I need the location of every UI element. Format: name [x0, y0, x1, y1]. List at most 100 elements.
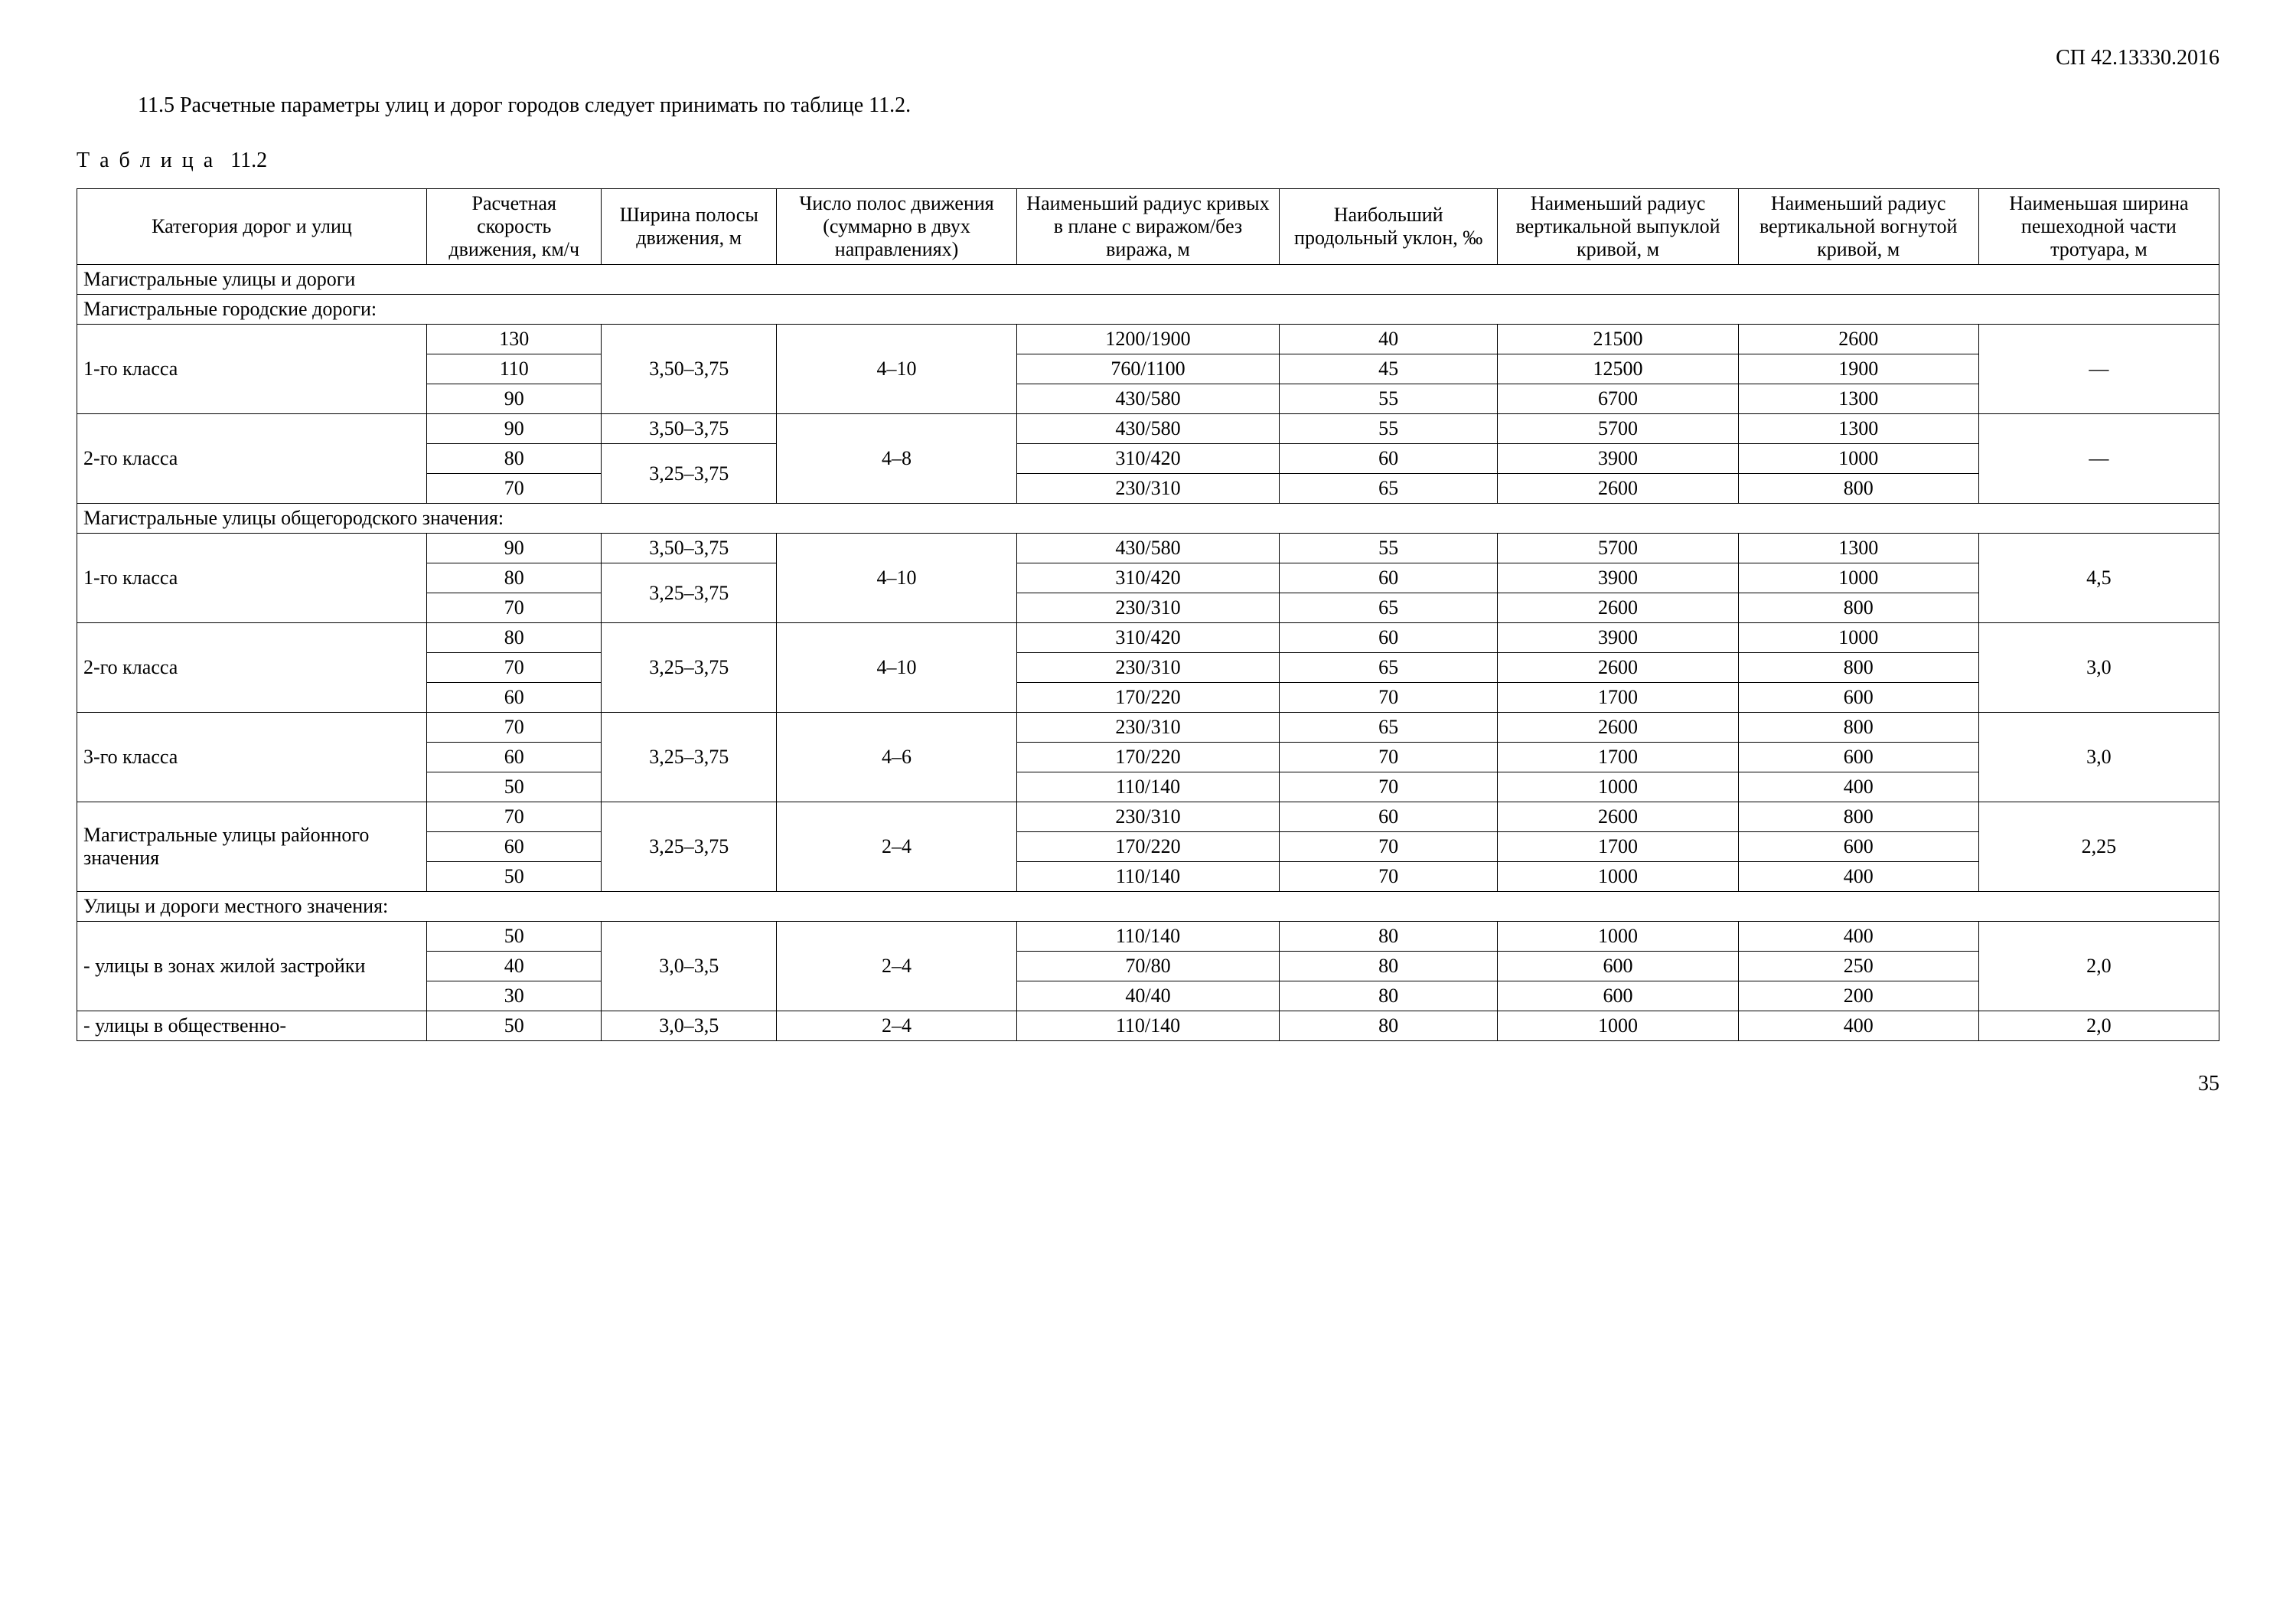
cell-slope: 65 — [1279, 474, 1498, 504]
cell-category: 1-го класса — [77, 325, 427, 414]
cell-convex: 12500 — [1498, 354, 1738, 384]
cell-convex: 1000 — [1498, 1011, 1738, 1041]
table-row: 1-го класса 90 3,50–3,75 4–10 430/580 55… — [77, 534, 2219, 563]
cell-convex: 2600 — [1498, 593, 1738, 623]
document-code: СП 42.13330.2016 — [77, 46, 2219, 70]
cell-radius: 1200/1900 — [1017, 325, 1280, 354]
cell-sidewalk: 3,0 — [1978, 713, 2219, 802]
intro-paragraph: 11.5 Расчетные параметры улиц и дорог го… — [77, 93, 2219, 118]
section-row: Магистральные городские дороги: — [77, 295, 2219, 325]
cell-concave: 400 — [1738, 922, 1978, 952]
cell-radius: 170/220 — [1017, 683, 1280, 713]
cell-speed: 40 — [426, 952, 601, 981]
cell-speed: 130 — [426, 325, 601, 354]
cell-width: 3,0–3,5 — [602, 922, 776, 1011]
cell-speed: 70 — [426, 802, 601, 832]
cell-concave: 1300 — [1738, 414, 1978, 444]
cell-convex: 1000 — [1498, 922, 1738, 952]
cell-concave: 1000 — [1738, 444, 1978, 474]
cell-speed: 70 — [426, 653, 601, 683]
cell-concave: 1900 — [1738, 354, 1978, 384]
cell-category: 3-го класса — [77, 713, 427, 802]
cell-concave: 400 — [1738, 862, 1978, 892]
cell-concave: 800 — [1738, 653, 1978, 683]
cell-radius: 430/580 — [1017, 534, 1280, 563]
cell-radius: 430/580 — [1017, 384, 1280, 414]
table-row: 2-го класса 90 3,50–3,75 4–8 430/580 55 … — [77, 414, 2219, 444]
cell-lanes: 4–6 — [776, 713, 1016, 802]
cell-slope: 55 — [1279, 384, 1498, 414]
header-lane-width: Ширина полосы движения, м — [602, 189, 776, 265]
header-lane-count: Число полос движения (суммарно в двух на… — [776, 189, 1016, 265]
page-number: 35 — [77, 1072, 2219, 1096]
cell-convex: 5700 — [1498, 534, 1738, 563]
cell-category: - улицы в общественно- — [77, 1011, 427, 1041]
table-row: 1-го класса 130 3,50–3,75 4–10 1200/1900… — [77, 325, 2219, 354]
cell-convex: 1700 — [1498, 683, 1738, 713]
cell-slope: 55 — [1279, 534, 1498, 563]
cell-speed: 30 — [426, 981, 601, 1011]
cell-convex: 2600 — [1498, 802, 1738, 832]
cell-radius: 760/1100 — [1017, 354, 1280, 384]
cell-speed: 80 — [426, 623, 601, 653]
cell-concave: 1300 — [1738, 534, 1978, 563]
cell-category: 2-го класса — [77, 623, 427, 713]
table-row: 3-го класса 70 3,25–3,75 4–6 230/310 65 … — [77, 713, 2219, 743]
cell-concave: 1000 — [1738, 623, 1978, 653]
cell-radius: 430/580 — [1017, 414, 1280, 444]
cell-width: 3,25–3,75 — [602, 713, 776, 802]
cell-lanes: 4–8 — [776, 414, 1016, 504]
cell-slope: 70 — [1279, 832, 1498, 862]
caption-number: 11.2 — [230, 149, 267, 172]
cell-width: 3,25–3,75 — [602, 563, 776, 623]
cell-speed: 80 — [426, 563, 601, 593]
cell-slope: 60 — [1279, 563, 1498, 593]
cell-convex: 600 — [1498, 952, 1738, 981]
cell-width: 3,50–3,75 — [602, 414, 776, 444]
cell-radius: 230/310 — [1017, 802, 1280, 832]
table-row: - улицы в общественно- 50 3,0–3,5 2–4 11… — [77, 1011, 2219, 1041]
cell-concave: 800 — [1738, 802, 1978, 832]
cell-radius: 310/420 — [1017, 623, 1280, 653]
cell-sidewalk: 2,0 — [1978, 1011, 2219, 1041]
cell-convex: 600 — [1498, 981, 1738, 1011]
cell-speed: 90 — [426, 384, 601, 414]
cell-width: 3,50–3,75 — [602, 534, 776, 563]
cell-slope: 80 — [1279, 981, 1498, 1011]
header-sidewalk: Наименьшая ширина пешеходной части троту… — [1978, 189, 2219, 265]
cell-concave: 600 — [1738, 683, 1978, 713]
cell-convex: 3900 — [1498, 623, 1738, 653]
cell-concave: 1000 — [1738, 563, 1978, 593]
header-concave-radius: Наименьший радиус вертикальной вогнутой … — [1738, 189, 1978, 265]
cell-speed: 60 — [426, 683, 601, 713]
cell-slope: 70 — [1279, 862, 1498, 892]
header-slope: Наибольший продольный уклон, ‰ — [1279, 189, 1498, 265]
section-local-streets: Улицы и дороги местного значения: — [77, 892, 2219, 922]
cell-concave: 600 — [1738, 832, 1978, 862]
cell-speed: 70 — [426, 593, 601, 623]
cell-category: Магистральные улицы районного значения — [77, 802, 427, 892]
cell-speed: 60 — [426, 743, 601, 772]
cell-radius: 110/140 — [1017, 862, 1280, 892]
cell-convex: 1000 — [1498, 772, 1738, 802]
cell-speed: 50 — [426, 1011, 601, 1041]
cell-radius: 110/140 — [1017, 772, 1280, 802]
cell-sidewalk: — — [1978, 325, 2219, 414]
table-caption: Т а б л и ц а 11.2 — [77, 149, 2219, 173]
cell-width: 3,50–3,75 — [602, 325, 776, 414]
cell-lanes: 4–10 — [776, 534, 1016, 623]
cell-convex: 6700 — [1498, 384, 1738, 414]
cell-lanes: 4–10 — [776, 623, 1016, 713]
cell-radius: 310/420 — [1017, 563, 1280, 593]
section-row: Магистральные улицы общегородского значе… — [77, 504, 2219, 534]
cell-speed: 110 — [426, 354, 601, 384]
cell-slope: 60 — [1279, 623, 1498, 653]
cell-convex: 3900 — [1498, 444, 1738, 474]
cell-radius: 230/310 — [1017, 713, 1280, 743]
cell-radius: 110/140 — [1017, 922, 1280, 952]
cell-slope: 70 — [1279, 772, 1498, 802]
cell-speed: 60 — [426, 832, 601, 862]
cell-convex: 2600 — [1498, 713, 1738, 743]
cell-speed: 70 — [426, 474, 601, 504]
cell-concave: 800 — [1738, 593, 1978, 623]
